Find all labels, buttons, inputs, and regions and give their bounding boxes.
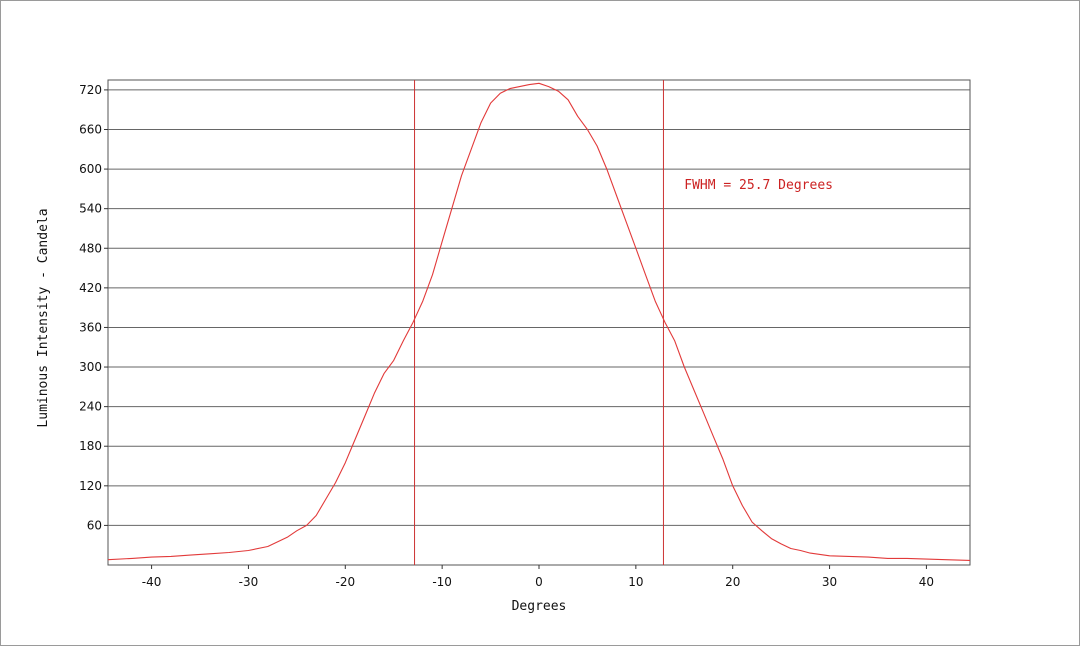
y-tick-label-360: 360 [79, 320, 102, 334]
y-tick-label-540: 540 [79, 202, 102, 216]
x-axis-label: Degrees [512, 599, 567, 614]
x-tick-label--40: -40 [142, 575, 162, 589]
y-tick-label-480: 480 [79, 241, 102, 255]
y-tick-label-300: 300 [79, 360, 102, 374]
x-axis-ticks: -40 -30 -20 -10 0 10 20 30 40 [142, 565, 934, 589]
y-tick-label-240: 240 [79, 400, 102, 414]
x-tick-label-20: 20 [725, 575, 740, 589]
fwhm-annotation-1: FWHM = 25.7 Degrees [684, 178, 833, 193]
y-axis-ticks: 60 120 180 240 300 360 420 480 540 600 660 720 [79, 83, 108, 532]
y-tick-label-660: 660 [79, 122, 102, 136]
x-tick-label-10: 10 [628, 575, 643, 589]
y-tick-label-600: 600 [79, 162, 102, 176]
x-tick-label--10: -10 [432, 575, 452, 589]
grid-lines [108, 89, 970, 526]
y-tick-label-420: 420 [79, 281, 102, 295]
annotations-layer: FWHM = 25.7 Degrees [684, 178, 833, 193]
intensity-series-line-1 [107, 82, 971, 561]
y-tick-label-120: 120 [79, 479, 102, 493]
x-tick-label-40: 40 [919, 575, 934, 589]
y-tick-label-720: 720 [79, 83, 102, 97]
y-tick-label-60: 60 [87, 518, 102, 532]
plot-area [107, 79, 971, 566]
fwhm-markers [414, 80, 664, 565]
x-tick-label--20: -20 [335, 575, 355, 589]
y-tick-label-180: 180 [79, 439, 102, 453]
x-tick-label-30: 30 [822, 575, 837, 589]
x-tick-label-0: 0 [535, 575, 543, 589]
y-axis-label: Luminous Intensity - Candela [36, 208, 51, 427]
series-layer [107, 82, 971, 561]
x-tick-label--30: -30 [239, 575, 259, 589]
